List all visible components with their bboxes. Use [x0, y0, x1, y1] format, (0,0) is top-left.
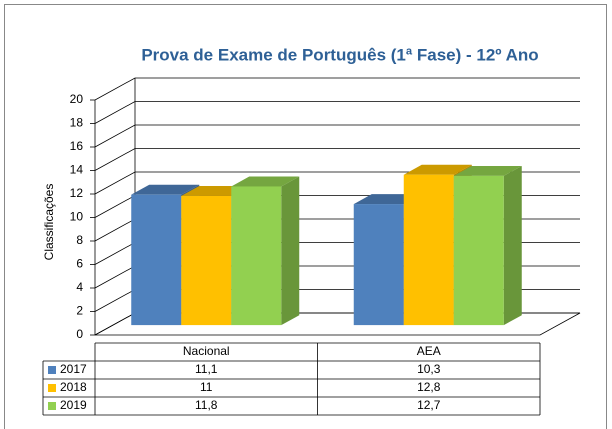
legend-label: 2018 — [60, 380, 87, 394]
grid-line — [94, 101, 580, 124]
bar-top — [453, 165, 522, 176]
y-tick-label: 12 — [70, 186, 84, 200]
bar — [353, 204, 404, 326]
y-tick-label: 6 — [76, 257, 83, 271]
grid-line — [94, 148, 580, 171]
bar — [181, 195, 232, 326]
y-axis-label: Classificações — [42, 184, 56, 261]
table-value: 12,7 — [417, 398, 441, 412]
y-tick-label: 10 — [70, 210, 84, 224]
chart-title: Prova de Exame de Português (1ª Fase) - … — [141, 45, 538, 64]
y-tick-label: 20 — [70, 92, 84, 106]
bar-top — [403, 164, 472, 175]
bar — [453, 175, 504, 326]
bar — [403, 174, 454, 326]
bar-top — [231, 176, 300, 187]
legend-swatch — [48, 366, 56, 374]
y-tick-label: 8 — [76, 233, 83, 247]
x-tick-label: AEA — [417, 344, 441, 358]
y-tick-label: 2 — [76, 304, 83, 318]
y-tick-label: 18 — [70, 116, 84, 130]
y-tick-label: 0 — [76, 327, 83, 341]
y-tick-label: 14 — [70, 163, 84, 177]
grid-line — [94, 77, 580, 101]
bar-top — [131, 184, 200, 195]
table-value: 12,8 — [417, 380, 441, 394]
y-tick-label: 16 — [70, 139, 84, 153]
legend-swatch — [48, 402, 56, 410]
bar — [231, 186, 282, 326]
bar-side — [281, 176, 300, 326]
y-tick-label: 4 — [76, 280, 83, 294]
table-value: 11,1 — [195, 362, 218, 376]
bar — [131, 194, 182, 326]
legend-label: 2019 — [60, 398, 87, 412]
bar-side — [503, 165, 522, 326]
grid-line — [94, 124, 580, 148]
table-value: 10,3 — [417, 362, 441, 376]
table-value: 11,8 — [195, 398, 218, 412]
legend-swatch — [48, 384, 56, 392]
x-tick-label: Nacional — [183, 344, 230, 358]
table-value: 11 — [200, 380, 213, 394]
legend-label: 2017 — [60, 362, 87, 376]
